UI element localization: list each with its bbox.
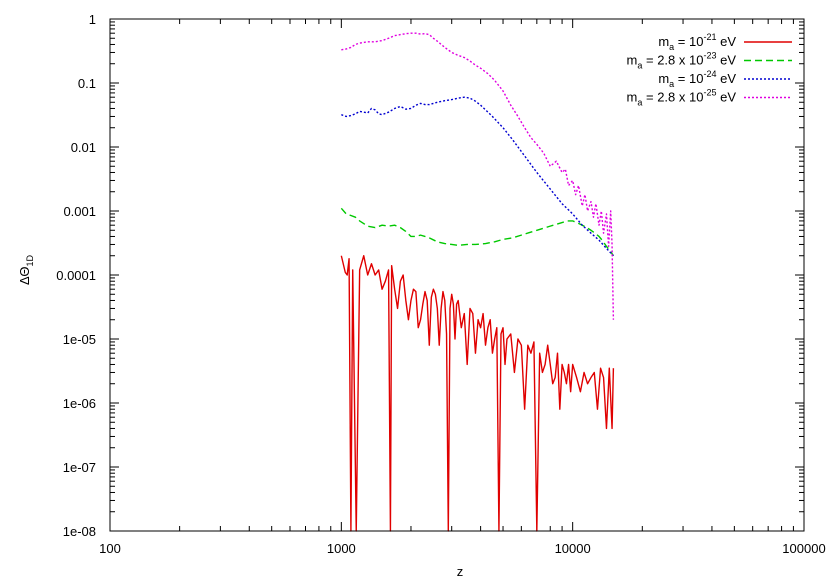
y-tick-label: 1e-07 bbox=[63, 460, 96, 475]
y-tick-label: 0.1 bbox=[78, 76, 96, 91]
legend-label-4: ma = 2.8 x 10-25 eV bbox=[627, 88, 737, 108]
y-tick-label: 0.01 bbox=[71, 140, 96, 155]
y-tick-label: 0.001 bbox=[63, 204, 96, 219]
y-axis-label-sub: 1D bbox=[25, 254, 35, 266]
series-line-4 bbox=[341, 32, 615, 320]
legend-label-2: ma = 2.8 x 10-23 eV bbox=[627, 51, 737, 71]
series-lines bbox=[340, 32, 615, 532]
x-tick-label: 100000 bbox=[782, 541, 825, 556]
y-tick-label: 1e-05 bbox=[63, 332, 96, 347]
y-tick-label: 0.0001 bbox=[56, 268, 96, 283]
y-tick-label: 1 bbox=[89, 12, 96, 27]
y-axis-label-main: ΔΘ bbox=[17, 266, 32, 285]
legend-label-1: ma = 10-21 eV bbox=[658, 32, 736, 52]
x-axis-label: z bbox=[457, 564, 464, 579]
x-tick-label: 10000 bbox=[555, 541, 591, 556]
x-tick-labels: 100 1000 10000 100000 bbox=[99, 541, 826, 556]
x-tick-label: 1000 bbox=[327, 541, 356, 556]
series-line-3 bbox=[341, 96, 614, 257]
axis-ticks bbox=[109, 18, 805, 532]
legend-label-3: ma = 10-24 eV bbox=[658, 69, 736, 89]
x-tick-label: 100 bbox=[99, 541, 121, 556]
y-tick-label: 1e-06 bbox=[63, 396, 96, 411]
series-line-2 bbox=[340, 207, 614, 257]
y-tick-label: 1e-08 bbox=[63, 524, 96, 539]
series-line-1 bbox=[340, 255, 615, 532]
plot-frame bbox=[109, 18, 805, 532]
y-tick-labels: 1e-08 1e-07 1e-06 1e-05 0.0001 0.001 0.01 0.1 1 bbox=[56, 12, 96, 539]
y-axis-label: ΔΘ1D bbox=[17, 254, 35, 285]
